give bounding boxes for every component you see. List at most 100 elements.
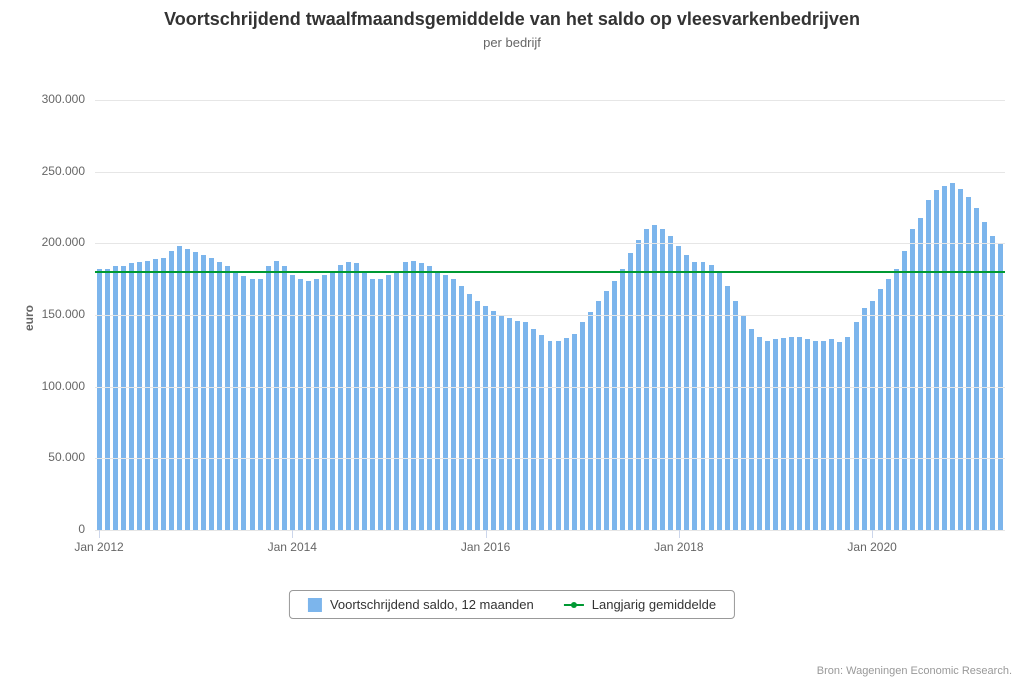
bar[interactable] bbox=[701, 262, 706, 530]
bar[interactable] bbox=[749, 329, 754, 530]
bar[interactable] bbox=[411, 261, 416, 530]
bar[interactable] bbox=[636, 240, 641, 530]
bar[interactable] bbox=[258, 279, 263, 530]
bar[interactable] bbox=[346, 262, 351, 530]
bar[interactable] bbox=[886, 279, 891, 530]
bar[interactable] bbox=[386, 275, 391, 530]
bar[interactable] bbox=[709, 265, 714, 530]
bar[interactable] bbox=[757, 337, 762, 531]
bar[interactable] bbox=[394, 272, 399, 530]
bar[interactable] bbox=[137, 262, 142, 530]
bar[interactable] bbox=[201, 255, 206, 530]
bar[interactable] bbox=[499, 315, 504, 530]
bar[interactable] bbox=[250, 279, 255, 530]
bar[interactable] bbox=[467, 294, 472, 531]
bar[interactable] bbox=[596, 301, 601, 530]
bar[interactable] bbox=[145, 261, 150, 530]
bar[interactable] bbox=[290, 275, 295, 530]
bar[interactable] bbox=[604, 291, 609, 530]
bar[interactable] bbox=[894, 269, 899, 530]
bar[interactable] bbox=[354, 263, 359, 530]
bar[interactable] bbox=[620, 269, 625, 530]
bar[interactable] bbox=[934, 190, 939, 530]
bar[interactable] bbox=[692, 262, 697, 530]
bar[interactable] bbox=[854, 322, 859, 530]
bar[interactable] bbox=[878, 289, 883, 530]
bar[interactable] bbox=[837, 342, 842, 530]
bar[interactable] bbox=[781, 338, 786, 530]
bar[interactable] bbox=[821, 341, 826, 530]
bar[interactable] bbox=[910, 229, 915, 530]
bar[interactable] bbox=[370, 279, 375, 530]
bar[interactable] bbox=[435, 272, 440, 530]
bar[interactable] bbox=[950, 183, 955, 530]
bar[interactable] bbox=[829, 339, 834, 530]
bar[interactable] bbox=[660, 229, 665, 530]
bar[interactable] bbox=[588, 312, 593, 530]
bar[interactable] bbox=[491, 311, 496, 530]
bar[interactable] bbox=[902, 251, 907, 531]
bar[interactable] bbox=[177, 246, 182, 530]
bar[interactable] bbox=[217, 262, 222, 530]
bar[interactable] bbox=[539, 335, 544, 530]
bar[interactable] bbox=[507, 318, 512, 530]
bar[interactable] bbox=[870, 301, 875, 530]
bar[interactable] bbox=[314, 279, 319, 530]
bar[interactable] bbox=[668, 236, 673, 530]
bar[interactable] bbox=[169, 251, 174, 531]
bar[interactable] bbox=[797, 337, 802, 531]
bar[interactable] bbox=[918, 218, 923, 530]
bar[interactable] bbox=[628, 253, 633, 530]
bar[interactable] bbox=[121, 266, 126, 530]
bar[interactable] bbox=[564, 338, 569, 530]
bar[interactable] bbox=[958, 189, 963, 530]
bar[interactable] bbox=[161, 258, 166, 530]
bar[interactable] bbox=[129, 263, 134, 530]
bar[interactable] bbox=[451, 279, 456, 530]
bar[interactable] bbox=[362, 272, 367, 530]
bar[interactable] bbox=[684, 255, 689, 530]
bar[interactable] bbox=[298, 279, 303, 530]
bar[interactable] bbox=[306, 281, 311, 530]
bar[interactable] bbox=[773, 339, 778, 530]
bar[interactable] bbox=[153, 259, 158, 530]
bar[interactable] bbox=[531, 329, 536, 530]
bar[interactable] bbox=[741, 315, 746, 530]
bar[interactable] bbox=[209, 258, 214, 530]
bar[interactable] bbox=[982, 222, 987, 530]
bar[interactable] bbox=[845, 337, 850, 531]
bar[interactable] bbox=[419, 263, 424, 530]
bar[interactable] bbox=[185, 249, 190, 530]
bar[interactable] bbox=[862, 308, 867, 530]
bar[interactable] bbox=[97, 269, 102, 530]
bar[interactable] bbox=[338, 265, 343, 530]
bar[interactable] bbox=[572, 334, 577, 530]
bar[interactable] bbox=[233, 272, 238, 530]
bar[interactable] bbox=[676, 246, 681, 530]
bar[interactable] bbox=[805, 339, 810, 530]
bar[interactable] bbox=[942, 186, 947, 530]
bar[interactable] bbox=[717, 272, 722, 530]
bar[interactable] bbox=[580, 322, 585, 530]
bar[interactable] bbox=[523, 322, 528, 530]
bar[interactable] bbox=[330, 272, 335, 530]
bar[interactable] bbox=[427, 266, 432, 530]
bar[interactable] bbox=[725, 286, 730, 530]
bar[interactable] bbox=[274, 261, 279, 530]
bar[interactable] bbox=[266, 266, 271, 530]
bar[interactable] bbox=[644, 229, 649, 530]
bar[interactable] bbox=[282, 266, 287, 530]
bar[interactable] bbox=[556, 341, 561, 530]
bar[interactable] bbox=[926, 200, 931, 530]
bar[interactable] bbox=[443, 275, 448, 530]
bar[interactable] bbox=[378, 279, 383, 530]
bar[interactable] bbox=[193, 252, 198, 530]
bar[interactable] bbox=[515, 321, 520, 530]
bar[interactable] bbox=[733, 301, 738, 530]
bar[interactable] bbox=[789, 337, 794, 531]
bar[interactable] bbox=[475, 301, 480, 530]
bar[interactable] bbox=[322, 275, 327, 530]
bar[interactable] bbox=[974, 208, 979, 531]
bar[interactable] bbox=[813, 341, 818, 530]
bar[interactable] bbox=[483, 306, 488, 530]
